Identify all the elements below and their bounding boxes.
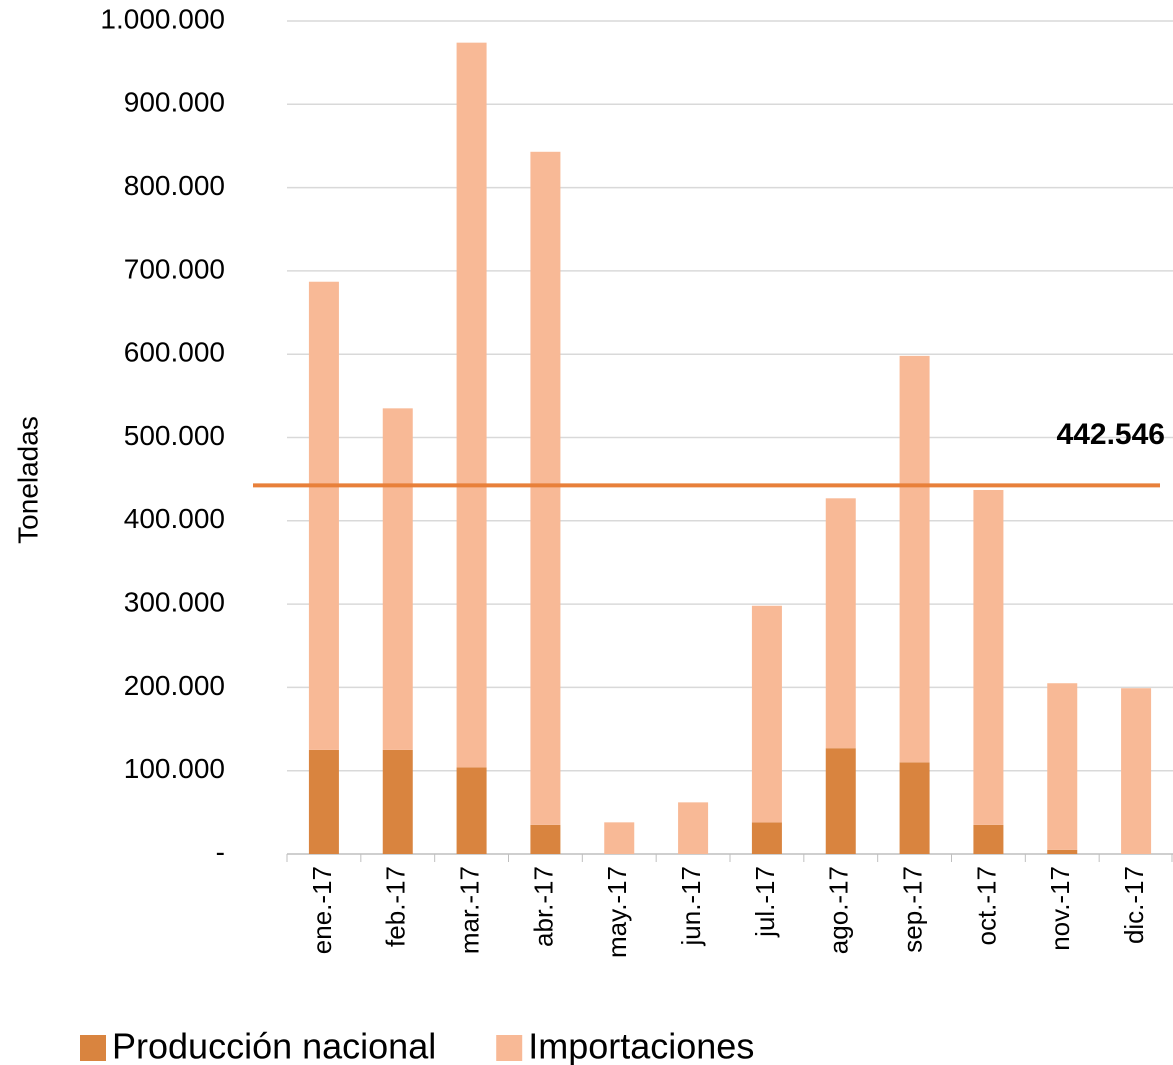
- y-tick-label: 200.000: [124, 670, 225, 701]
- bar-segment: [1047, 683, 1078, 850]
- legend-label: Importaciones: [528, 1026, 754, 1065]
- legend-swatch: [496, 1035, 523, 1061]
- bar-segment: [530, 824, 561, 854]
- reference-label: 442.546: [1057, 418, 1165, 451]
- y-tick-label: 700.000: [124, 253, 225, 284]
- y-tick-label: 800.000: [124, 170, 225, 201]
- bar-segment: [308, 281, 339, 750]
- bar-segment: [973, 489, 1004, 825]
- bar-segment: [382, 749, 413, 854]
- bar-segment: [1121, 688, 1152, 854]
- y-tick-label: 300.000: [124, 586, 225, 617]
- legend-label: Producción nacional: [112, 1026, 436, 1065]
- x-tick-label: abr.-17: [528, 866, 558, 947]
- bar-segment: [825, 498, 856, 749]
- x-tick-label: mar.-17: [454, 866, 484, 954]
- bar-segment: [825, 748, 856, 854]
- bar-segment: [456, 42, 487, 768]
- bar-segment: [751, 605, 782, 823]
- bar-segment: [973, 824, 1004, 854]
- bar-segment: [530, 151, 561, 825]
- y-tick-label: 500.000: [124, 420, 225, 451]
- x-tick-label: may.-17: [602, 866, 632, 958]
- x-tick-label: dic.-17: [1119, 866, 1149, 944]
- legend-swatch: [80, 1035, 106, 1061]
- bar-segment: [382, 408, 413, 750]
- bar-segment: [899, 762, 930, 854]
- y-axis-label: Toneladas: [12, 416, 43, 544]
- x-tick-label: ene.-17: [307, 866, 337, 954]
- bar-segment: [456, 767, 487, 854]
- bar-segment: [899, 355, 930, 763]
- x-tick-label: sep.-17: [897, 866, 927, 953]
- x-tick-label: nov.-17: [1045, 866, 1075, 951]
- x-tick-label: jun.-17: [676, 866, 706, 947]
- y-tick-label: 900.000: [124, 87, 225, 118]
- bar-segment: [308, 749, 339, 854]
- y-tick-label: 400.000: [124, 503, 225, 534]
- y-tick-label: 100.000: [124, 753, 225, 784]
- y-tick-label: 600.000: [124, 337, 225, 368]
- y-tick-label: -: [216, 836, 225, 867]
- bar-segment: [678, 802, 709, 854]
- x-tick-label: oct.-17: [971, 866, 1001, 946]
- x-tick-label: jul.-17: [750, 866, 780, 938]
- bar-segment: [1047, 849, 1078, 854]
- x-tick-label: feb.-17: [381, 866, 411, 947]
- bar-segment: [751, 822, 782, 854]
- bar-segment: [604, 822, 635, 854]
- y-tick-label: 1.000.000: [100, 3, 225, 34]
- x-tick-label: ago.-17: [824, 866, 854, 954]
